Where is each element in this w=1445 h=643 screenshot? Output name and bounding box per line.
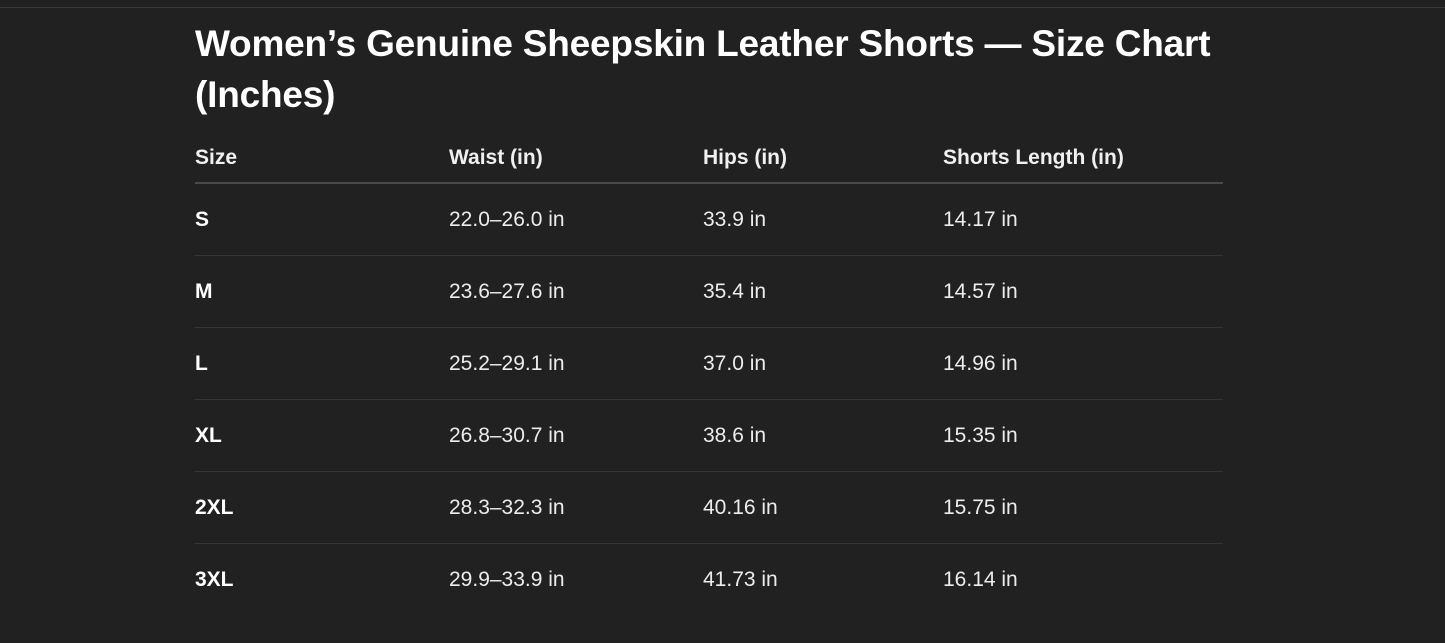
table-row: L 25.2–29.1 in 37.0 in 14.96 in: [195, 327, 1223, 400]
cell-size: M: [195, 255, 449, 328]
cell-size: XL: [195, 399, 449, 472]
cell-size: 2XL: [195, 471, 449, 544]
table-header-row: Size Waist (in) Hips (in) Shorts Length …: [195, 134, 1223, 184]
cell-hips: 38.6 in: [703, 399, 943, 472]
cell-length: 14.57 in: [943, 255, 1223, 328]
cell-waist: 22.0–26.0 in: [449, 183, 703, 256]
cell-waist: 23.6–27.6 in: [449, 255, 703, 328]
top-divider: [0, 7, 1445, 8]
table-row: S 22.0–26.0 in 33.9 in 14.17 in: [195, 183, 1223, 256]
table-row: XL 26.8–30.7 in 38.6 in 15.35 in: [195, 399, 1223, 472]
cell-hips: 40.16 in: [703, 471, 943, 544]
cell-size: L: [195, 327, 449, 400]
cell-hips: 41.73 in: [703, 567, 778, 591]
cell-hips: 35.4 in: [703, 255, 943, 328]
table-row: M 23.6–27.6 in 35.4 in 14.57 in: [195, 255, 1223, 328]
cell-waist: 25.2–29.1 in: [449, 327, 703, 400]
cell-hips: 37.0 in: [703, 327, 943, 400]
table-row: 3XL 29.9–33.9 in 41.73 in 16.14 in: [195, 544, 1223, 616]
cell-length: 16.14 in: [943, 567, 1018, 591]
cell-length: 15.35 in: [943, 399, 1223, 472]
size-chart-table: Size Waist (in) Hips (in) Shorts Length …: [195, 134, 1223, 615]
cell-waist: 26.8–30.7 in: [449, 399, 703, 472]
header-size: Size: [195, 134, 449, 184]
cell-waist: 29.9–33.9 in: [449, 567, 565, 591]
cell-length: 14.96 in: [943, 327, 1223, 400]
table-row: 2XL 28.3–32.3 in 40.16 in 15.75 in: [195, 471, 1223, 544]
cell-length: 14.17 in: [943, 183, 1223, 256]
cell-size: S: [195, 183, 449, 256]
cell-size: 3XL: [195, 567, 234, 591]
header-waist: Waist (in): [449, 134, 703, 184]
page-title: Women’s Genuine Sheepskin Leather Shorts…: [195, 23, 1211, 115]
cell-waist: 28.3–32.3 in: [449, 471, 703, 544]
header-hips: Hips (in): [703, 134, 943, 184]
cell-hips: 33.9 in: [703, 183, 943, 256]
cell-length: 15.75 in: [943, 471, 1223, 544]
header-length: Shorts Length (in): [943, 134, 1223, 184]
